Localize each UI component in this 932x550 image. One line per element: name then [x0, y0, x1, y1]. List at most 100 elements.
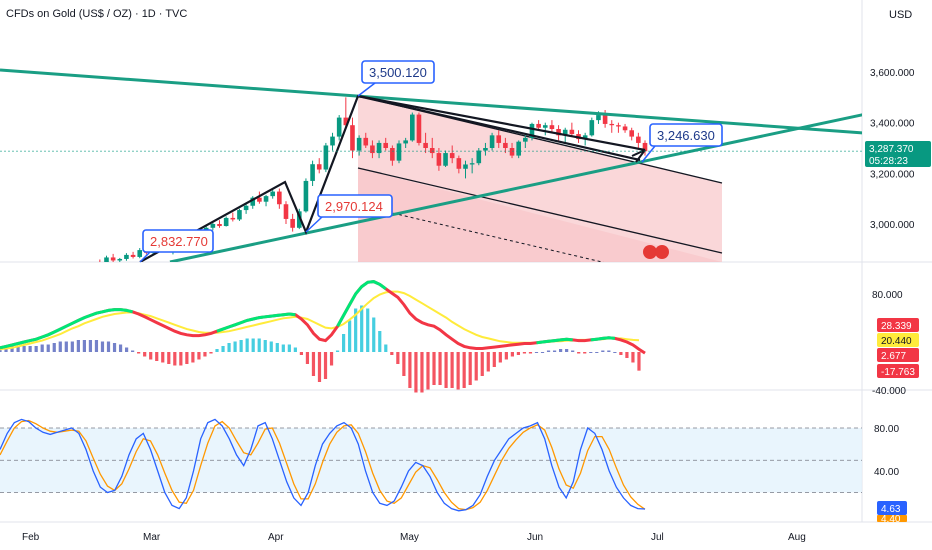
last-price-value: 3,287.370 — [869, 144, 914, 155]
macd-histogram-bar — [378, 331, 382, 352]
candle-body — [476, 150, 482, 164]
macd-histogram-bar — [185, 352, 189, 364]
candle-body — [84, 268, 89, 275]
macd-histogram-bar — [534, 352, 539, 353]
macd-histogram-bar — [504, 352, 508, 360]
macd-histogram-bar — [293, 347, 297, 352]
candle-body — [423, 142, 428, 148]
candle-body — [370, 145, 375, 154]
macd-histogram-bar — [203, 352, 207, 357]
callout-pointer — [641, 145, 656, 163]
candle-body — [403, 140, 408, 144]
macd-histogram-bar — [341, 334, 346, 352]
time-axis-label: May — [400, 532, 419, 543]
channel-mid-line — [357, 167, 723, 254]
macd-histogram-bar — [257, 338, 261, 352]
macd-histogram-bar — [161, 352, 165, 363]
macd-histogram-bar — [335, 350, 340, 352]
macd-histogram-bar — [601, 350, 605, 352]
macd-histogram-bar — [173, 352, 177, 366]
macd-tick-label: 80.000 — [872, 290, 903, 301]
macd-histogram-bar — [619, 352, 623, 355]
macd-value-tag — [877, 364, 919, 378]
macd-histogram-bar — [28, 346, 32, 352]
macd-histogram-bar — [70, 341, 74, 352]
stoch-d-value: 4.40 — [881, 514, 901, 525]
symbol-title[interactable]: CFDs on Gold (US$ / OZ) · 1D · TVC — [6, 8, 188, 20]
candle-body — [443, 153, 448, 166]
candle-body — [483, 148, 488, 151]
event-flag-icon — [655, 245, 669, 259]
macd-histogram-bar — [390, 352, 394, 355]
candle-body — [330, 136, 335, 146]
macd-histogram-bar — [197, 352, 201, 360]
countdown-value: 05:28:23 — [869, 156, 908, 167]
candle-body — [243, 205, 249, 211]
macd-histogram-bar — [16, 346, 20, 352]
candle-body — [296, 211, 302, 228]
time-axis-label: Jul — [651, 532, 664, 543]
callout-high-text: 3,500.120 — [369, 65, 427, 80]
candle-body — [230, 217, 236, 220]
macd-bull-segment — [536, 337, 573, 345]
candle-body — [323, 145, 329, 170]
callout-pointer — [139, 251, 151, 263]
macd-histogram-bar — [233, 341, 237, 352]
time-axis-label: Aug — [788, 532, 806, 543]
macd-histogram-bar — [149, 352, 153, 360]
candle-body — [622, 126, 628, 131]
candle-body — [257, 197, 262, 202]
macd-histogram-bar — [58, 341, 62, 352]
stoch-tick-label: 40.00 — [874, 467, 899, 478]
stoch-k-value: 4.63 — [881, 504, 901, 515]
macd-histogram-bar — [438, 352, 442, 385]
macd-histogram-bar — [137, 352, 141, 354]
stoch-k-line — [0, 418, 646, 512]
candle-body — [596, 115, 601, 121]
macd-histogram-bar — [546, 350, 551, 352]
macd-histogram-bar — [456, 352, 460, 390]
macd-value-tag — [877, 348, 919, 362]
macd-histogram-bar — [40, 344, 44, 352]
candle-body — [410, 114, 415, 141]
macd-histogram-bar — [565, 349, 569, 352]
candle-body — [549, 125, 555, 129]
macd-histogram-bar — [311, 352, 316, 376]
candle-body — [98, 264, 103, 266]
macd-histogram-bar — [46, 344, 50, 352]
candle-body — [44, 284, 49, 287]
macd-histogram-bar — [559, 349, 563, 352]
candle-body — [383, 142, 389, 148]
candle-body — [310, 164, 315, 181]
currency-label[interactable]: USD — [889, 9, 913, 21]
candle-body — [542, 125, 548, 128]
macd-histogram-bar — [360, 305, 364, 352]
macd-histogram-bar — [34, 346, 38, 352]
candle-body — [263, 196, 269, 202]
macd-value-tag — [877, 318, 919, 332]
candle-body — [270, 191, 275, 197]
candle-body — [277, 191, 282, 205]
macd-histogram-bar — [94, 340, 99, 352]
stoch-d-line — [0, 419, 646, 511]
macd-histogram-bar — [510, 352, 514, 357]
macd-histogram-bar — [366, 308, 370, 352]
macd-histogram-bar — [420, 352, 424, 393]
arrow-head — [631, 149, 646, 163]
candle-body — [38, 287, 43, 288]
macd-histogram-bar — [124, 347, 129, 352]
candle-body — [137, 250, 143, 257]
candle-body — [396, 143, 402, 161]
macd-histogram-bar — [64, 341, 68, 352]
macd-histogram-bar — [106, 341, 111, 352]
candle-body — [130, 254, 136, 257]
callout-pointer — [305, 216, 323, 233]
callout-left-box — [142, 229, 214, 253]
candle-body — [376, 142, 382, 154]
macd-histogram-bar — [143, 352, 147, 357]
macd-histogram-bar — [329, 352, 334, 366]
callout-low-box — [317, 194, 393, 218]
candle-body — [290, 218, 295, 228]
macd-histogram-bar — [4, 347, 8, 352]
